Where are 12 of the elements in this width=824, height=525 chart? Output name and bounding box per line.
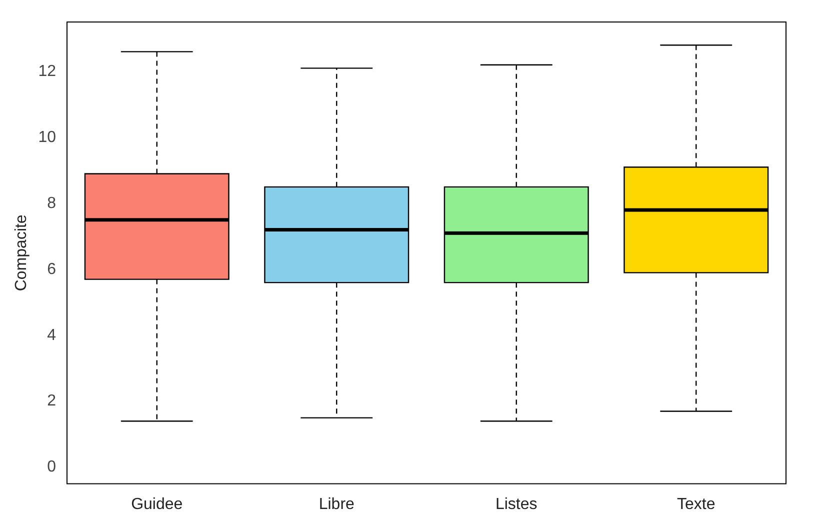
- y-tick-label: 12: [38, 62, 56, 80]
- y-tick-label: 0: [47, 458, 56, 476]
- y-axis-title: Compacite: [13, 214, 30, 292]
- y-tick-label: 8: [47, 194, 56, 212]
- y-tick-label: 4: [47, 326, 56, 344]
- y-tick-label: 6: [47, 260, 56, 278]
- y-tick-label: 10: [38, 128, 56, 146]
- x-tick-label: Listes: [495, 496, 538, 513]
- x-tick-label: Guidee: [131, 496, 183, 513]
- x-tick-label: Texte: [677, 496, 716, 513]
- y-tick-label: 2: [47, 392, 56, 410]
- x-tick-label: Libre: [318, 496, 355, 513]
